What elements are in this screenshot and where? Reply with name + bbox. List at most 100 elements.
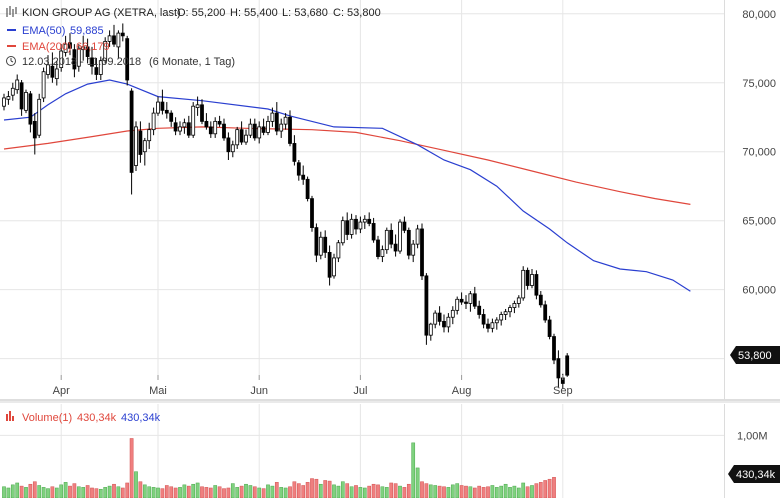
volume-bar bbox=[138, 481, 143, 498]
candle-body bbox=[530, 274, 534, 286]
candle bbox=[508, 304, 512, 318]
candle-body bbox=[112, 35, 116, 45]
candle bbox=[486, 318, 490, 333]
ema200-legend-value: 66,179 bbox=[76, 41, 110, 53]
volume-bar bbox=[173, 487, 178, 498]
volume-bar bbox=[257, 487, 262, 498]
candle-body bbox=[305, 178, 310, 200]
candle bbox=[112, 24, 116, 47]
candle bbox=[28, 91, 33, 133]
candle-body bbox=[468, 293, 473, 304]
candle bbox=[327, 245, 332, 286]
candle-body bbox=[292, 143, 297, 162]
volume-bar bbox=[230, 483, 235, 498]
candle-body bbox=[270, 112, 275, 122]
candle-body bbox=[446, 316, 451, 328]
candle bbox=[116, 30, 121, 58]
candle bbox=[107, 30, 112, 47]
candle-body bbox=[204, 120, 209, 128]
candle-body bbox=[288, 116, 292, 144]
candle-body bbox=[217, 120, 222, 125]
price-tick-label: 65,000 bbox=[742, 216, 776, 228]
candle-body bbox=[349, 218, 354, 235]
candle bbox=[411, 240, 416, 263]
volume-bar bbox=[354, 485, 358, 498]
candle-body bbox=[420, 228, 424, 277]
candle bbox=[530, 268, 534, 289]
candle bbox=[120, 23, 125, 42]
candle-body bbox=[28, 93, 33, 125]
chart-header: KION GROUP AG (XETRA, last) O: 55,200 H:… bbox=[6, 6, 381, 68]
candle-body bbox=[508, 307, 512, 313]
volume-bar bbox=[24, 487, 28, 498]
volume-bar bbox=[547, 478, 552, 498]
volume-bar bbox=[76, 486, 81, 498]
candle-body bbox=[380, 249, 385, 257]
candle bbox=[103, 37, 108, 64]
volume-header: Volume(1) 430,34k 430,34k bbox=[6, 411, 161, 424]
volume-bar bbox=[398, 485, 402, 498]
candlestick-series bbox=[2, 23, 570, 389]
chart-type-icon[interactable] bbox=[6, 6, 17, 17]
last-price-badge: 53,800 bbox=[730, 346, 780, 364]
volume-bar bbox=[6, 487, 11, 498]
chart-title: KION GROUP AG (XETRA, last) bbox=[22, 7, 181, 19]
candle bbox=[72, 44, 77, 78]
volume-bar bbox=[15, 482, 20, 498]
candle bbox=[547, 315, 552, 340]
volume-bar bbox=[213, 485, 218, 498]
candle-body bbox=[191, 105, 196, 136]
volume-bar bbox=[318, 483, 323, 498]
volume-bar bbox=[472, 487, 477, 498]
candle bbox=[433, 310, 438, 329]
candle-body bbox=[301, 174, 306, 180]
volume-bar bbox=[235, 487, 240, 498]
candle-body bbox=[459, 298, 464, 303]
ema200-line bbox=[3, 126, 691, 205]
candle-body bbox=[472, 293, 477, 307]
candle-body bbox=[32, 120, 37, 139]
last-volume-value: 430,34k bbox=[736, 469, 776, 481]
candle bbox=[464, 295, 468, 309]
candle-body bbox=[226, 137, 231, 153]
candle bbox=[41, 67, 46, 103]
volume-bar bbox=[107, 485, 112, 498]
candle bbox=[349, 213, 354, 239]
candle-body bbox=[129, 90, 134, 173]
volume-bar bbox=[283, 487, 288, 498]
last-volume-badge: 430,34k bbox=[728, 465, 780, 483]
ema200-legend-label: EMA(200) bbox=[22, 41, 72, 53]
candle bbox=[63, 35, 68, 57]
candle-body bbox=[327, 252, 332, 278]
candle-body bbox=[6, 96, 11, 100]
candle-body bbox=[41, 71, 46, 99]
volume-bar bbox=[120, 487, 125, 498]
candle bbox=[380, 245, 385, 263]
price-panel-background bbox=[0, 0, 724, 398]
candle bbox=[200, 99, 204, 125]
volume-bar bbox=[424, 483, 429, 498]
volume-bar bbox=[402, 487, 407, 498]
volume-bar bbox=[54, 487, 59, 498]
candle-body bbox=[94, 67, 99, 75]
clock-icon bbox=[6, 56, 16, 66]
candle-body bbox=[76, 47, 81, 67]
volume-bar bbox=[516, 487, 521, 498]
candle bbox=[472, 286, 477, 309]
volume-bar bbox=[252, 486, 257, 498]
candle-body bbox=[336, 242, 341, 259]
volume-bar bbox=[534, 483, 539, 498]
time-tick-label: Aug bbox=[452, 385, 472, 397]
candle bbox=[252, 118, 257, 141]
candle bbox=[81, 35, 86, 61]
candle bbox=[371, 217, 376, 243]
candle-body bbox=[384, 229, 389, 251]
candle bbox=[565, 353, 570, 377]
candle bbox=[288, 110, 292, 147]
candle bbox=[208, 121, 213, 138]
candle bbox=[173, 117, 178, 136]
volume-bar bbox=[46, 488, 50, 498]
candle-body bbox=[389, 229, 394, 245]
candle-body bbox=[279, 123, 284, 132]
